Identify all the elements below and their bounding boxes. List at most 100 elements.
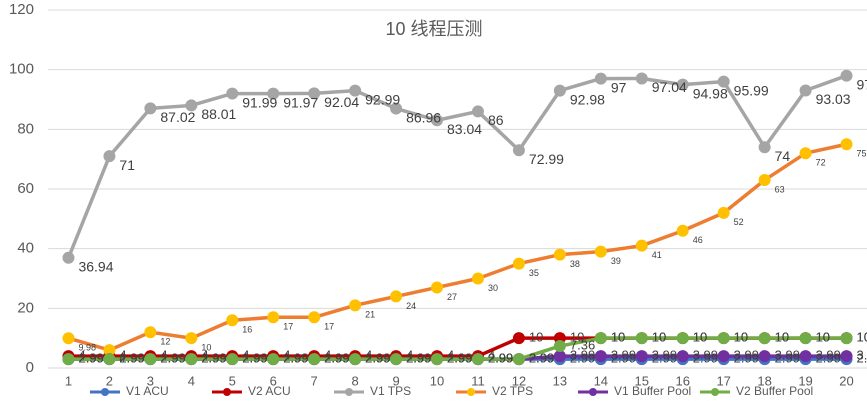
data-point <box>840 138 853 151</box>
data-label: 92.98 <box>570 91 605 107</box>
data-point <box>758 350 771 363</box>
data-point <box>308 311 321 324</box>
data-point <box>267 353 280 366</box>
data-point <box>717 75 730 88</box>
data-label: 2.99 <box>488 351 513 366</box>
data-label: 2.99 <box>78 351 103 366</box>
data-label: 10 <box>693 330 707 345</box>
legend-label: V2 ACU <box>248 384 291 398</box>
data-label: 2.99 <box>447 351 472 366</box>
data-label: 10 <box>816 330 830 345</box>
data-point <box>185 99 198 112</box>
data-point <box>758 332 771 345</box>
data-point <box>676 332 689 345</box>
data-point <box>226 353 239 366</box>
x-tick-label: 17 <box>716 373 730 388</box>
data-label: 46 <box>693 235 703 245</box>
data-point <box>226 87 239 100</box>
data-label: 27 <box>447 292 457 302</box>
data-label: 3.99 <box>611 348 636 363</box>
x-tick-label: 16 <box>675 373 689 388</box>
data-label: 2.99 <box>242 351 267 366</box>
legend-marker <box>223 388 231 396</box>
data-label: 39 <box>611 256 621 266</box>
legend-label: V1 ACU <box>126 384 169 398</box>
data-label: 36.94 <box>78 258 113 274</box>
x-tick-label: 18 <box>757 373 771 388</box>
data-label: 94.98 <box>693 85 728 101</box>
data-label: 41 <box>652 250 662 260</box>
data-label: 2.99 <box>734 351 759 366</box>
data-label: 97.98 <box>857 76 867 92</box>
x-tick-label: 1 <box>65 373 72 388</box>
y-tick-label: 0 <box>26 359 34 376</box>
data-point <box>308 353 321 366</box>
x-tick-label: 3 <box>147 373 154 388</box>
data-point <box>676 224 689 237</box>
data-label: 2.99 <box>242 351 267 366</box>
data-label: 2.99 <box>529 351 554 366</box>
data-point <box>390 290 403 303</box>
data-point <box>349 84 362 97</box>
data-label: 2.99 <box>406 351 431 366</box>
data-point <box>840 350 853 363</box>
data-label: 3.99 <box>816 348 841 363</box>
x-tick-label: 8 <box>352 373 359 388</box>
data-point <box>594 72 607 85</box>
data-label: 4 <box>406 348 413 363</box>
data-label: 83.04 <box>447 121 482 137</box>
data-point <box>144 102 157 115</box>
data-label: 2.99 <box>119 351 144 366</box>
data-label: 4 <box>365 348 372 363</box>
data-label: 10 <box>529 330 543 345</box>
data-label: 4 <box>160 348 167 363</box>
data-label: 21 <box>365 310 375 320</box>
data-label: 2.99 <box>283 351 308 366</box>
data-label: 4 <box>119 348 126 363</box>
data-label: 2.99 <box>447 351 472 366</box>
data-label: 63 <box>775 184 785 194</box>
data-label: 9.98 <box>78 343 96 353</box>
data-point <box>594 245 607 258</box>
data-label: 92.99 <box>365 91 400 107</box>
data-label: 6 <box>119 354 124 364</box>
data-label: 2.99 <box>611 351 636 366</box>
data-label: 2.99 <box>324 351 349 366</box>
data-point <box>349 299 362 312</box>
data-point <box>840 332 853 345</box>
series-line <box>68 336 847 361</box>
legend-label: V2 Buffer Pool <box>736 384 813 398</box>
data-label: 12 <box>160 337 170 347</box>
data-point <box>62 353 75 366</box>
data-point <box>635 332 648 345</box>
data-point <box>62 332 75 345</box>
data-label: 87.02 <box>160 109 195 125</box>
x-tick-label: 4 <box>188 373 195 388</box>
data-label: 10 <box>693 330 707 345</box>
data-label: 2.99 <box>857 351 867 366</box>
data-point <box>799 350 812 363</box>
data-label: 10 <box>775 330 789 345</box>
legend-marker <box>711 388 719 396</box>
data-label: 24 <box>406 301 416 311</box>
x-tick-label: 19 <box>798 373 812 388</box>
data-point <box>431 353 444 366</box>
data-label: 92.04 <box>324 94 359 110</box>
data-label: 2.99 <box>201 351 226 366</box>
data-point <box>635 350 648 363</box>
legend-marker <box>345 388 353 396</box>
data-label: 2.99 <box>160 351 185 366</box>
data-point <box>799 147 812 160</box>
data-label: 2.99 <box>488 351 513 366</box>
data-point <box>553 84 566 97</box>
x-tick-label: 11 <box>471 373 485 388</box>
data-point <box>471 353 484 366</box>
data-point <box>185 353 198 366</box>
data-point <box>758 141 771 154</box>
data-label: 10 <box>734 330 748 345</box>
data-point <box>390 353 403 366</box>
data-label: 3.99 <box>570 348 595 363</box>
data-point <box>758 174 771 187</box>
data-label: 4 <box>324 348 331 363</box>
data-label: 2.99 <box>447 351 472 366</box>
